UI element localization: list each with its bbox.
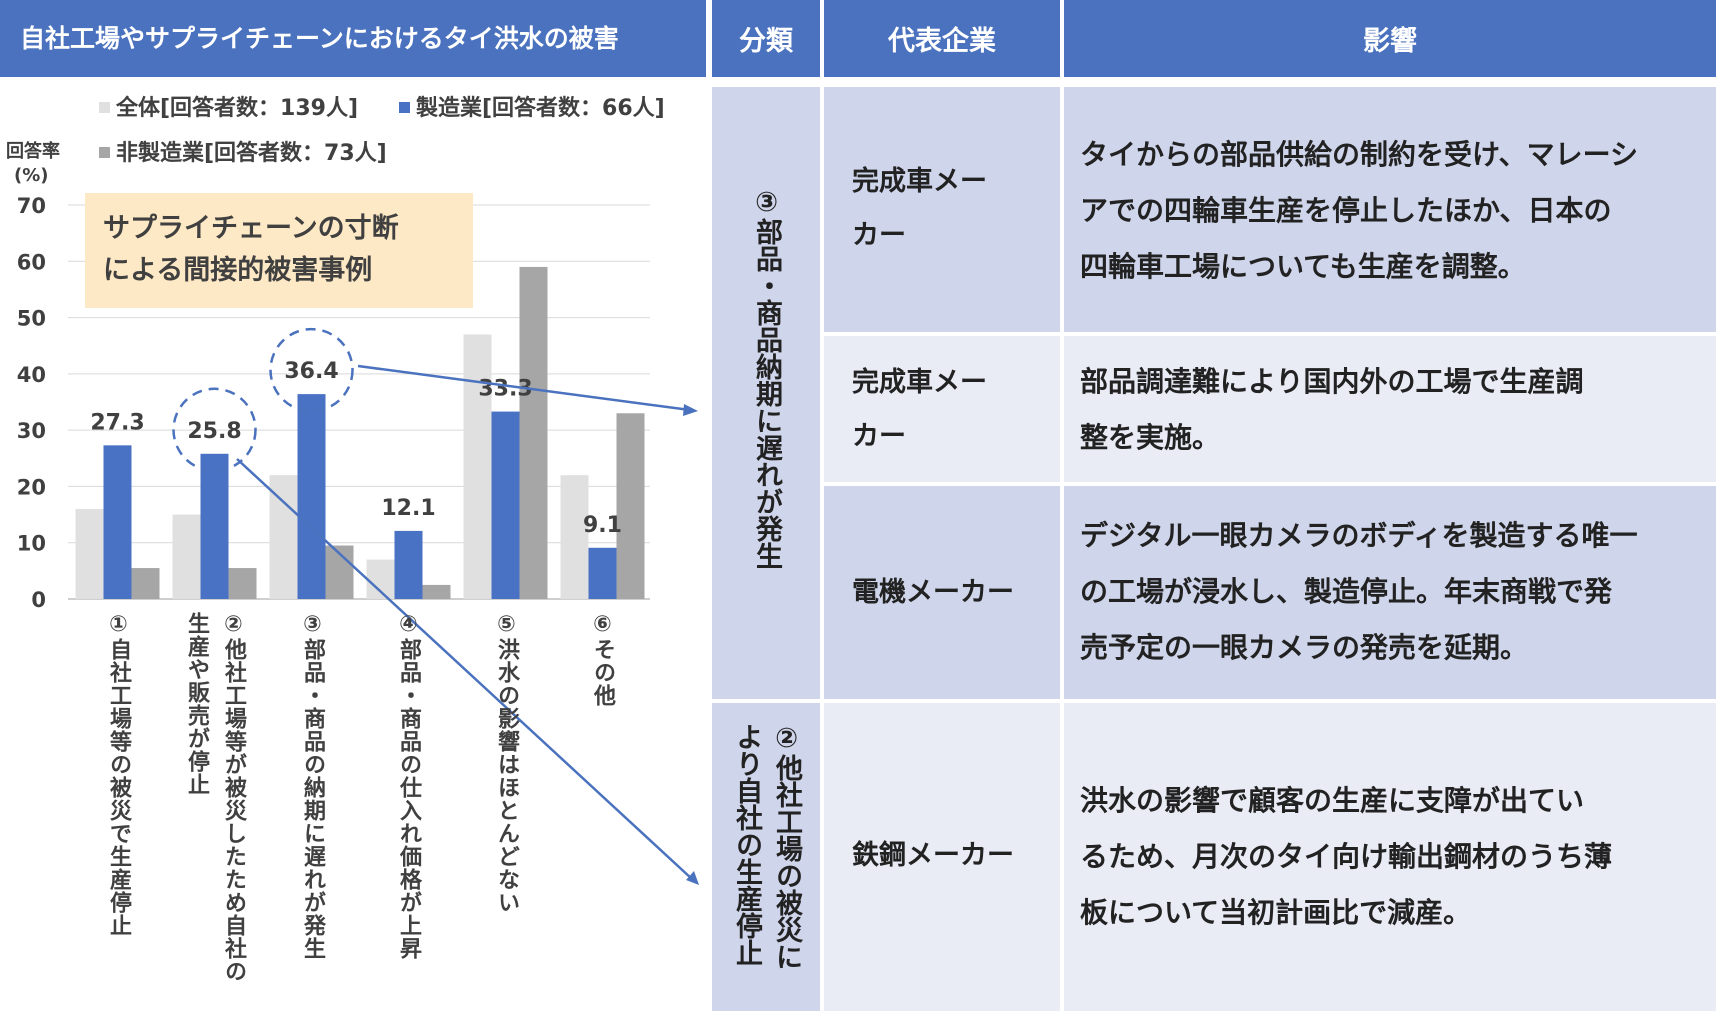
bar-s2-c5 (491, 411, 520, 599)
bar-s3-c1 (131, 568, 160, 599)
row1-company-l2: カー (852, 220, 906, 251)
row2-impact: 部品調達難により国内外の工場で生産調 整を実施。 (1064, 336, 1716, 482)
highlight-circle-2 (269, 327, 354, 413)
annotation-arrows (236, 364, 699, 885)
y-tick-60: 60 (17, 250, 46, 274)
y-tick-50: 50 (17, 307, 46, 331)
data-label-6: 9.1 (583, 513, 622, 538)
row2-company-l2: カー (852, 421, 906, 452)
row4-impact-l1: 洪水の影響で顧客の生産に支障が出てい (1080, 784, 1585, 817)
legend-swatch-all (99, 102, 110, 113)
row2-impact-l2: 整を実施。 (1080, 421, 1221, 454)
bar-s2-c6 (588, 547, 617, 599)
x-label-4: ④部品・商品の仕入れ価格が上昇 (396, 612, 421, 960)
legend-swatch-non-manufacturing (99, 147, 110, 158)
legend-swatch-manufacturing (399, 102, 410, 113)
impact-table: 分類 代表企業 影響 ③部品・商品納期に遅れが発生 ②他社工場の被災に より自社… (712, 0, 1716, 1011)
category-group2-label-a: ②他社工場の被災に (771, 723, 802, 970)
chart-title: 自社工場やサプライチェーンにおけるタイ洪水の被害 (0, 0, 706, 77)
row1-company: 完成車メー カー (824, 87, 1060, 332)
x-label-6: ⑥その他 (590, 612, 615, 707)
row1-company-l1: 完成車メー (852, 166, 987, 197)
header-company: 代表企業 (824, 0, 1060, 77)
bar-s1-c2 (172, 514, 201, 599)
row3-impact: デジタル一眼カメラのボディを製造する唯一 の工場が浸水し、製造停止。年末商戦で発… (1064, 486, 1716, 699)
header-category: 分類 (712, 0, 820, 77)
row3-impact-l2: の工場が浸水し、製造停止。年末商戦で発 (1080, 575, 1613, 608)
bar-s1-c5 (463, 334, 492, 599)
category-group2: ②他社工場の被災に より自社の生産停止 (712, 703, 820, 1011)
data-label-2: 25.8 (187, 419, 241, 444)
x-label-5: ⑤洪水の影響はほとんどない (494, 612, 519, 914)
row1-impact-l3: 四輪車工場についても生産を調整。 (1080, 250, 1526, 283)
row4-company-l1: 鉄鋼メーカー (852, 840, 1014, 871)
x-label-2a: ②他社工場等が被災したため自社の (221, 612, 246, 983)
y-axis-label: 回答率 (6, 140, 60, 162)
row2-company-l1: 完成車メー (852, 367, 987, 398)
y-tick-10: 10 (17, 532, 46, 556)
bar-s1-c3 (269, 475, 298, 599)
y-tick-0: 0 (31, 588, 46, 612)
x-label-3: ③部品・商品の納期に遅れが発生 (300, 612, 325, 960)
row4-impact-l3: 板について当初計画比で減産。 (1080, 896, 1472, 929)
data-label-4: 12.1 (381, 496, 435, 521)
row4-impact-l2: るため、月次のタイ向け輸出鋼材のうち薄 (1080, 840, 1613, 873)
row3-company: 電機メーカー (824, 486, 1060, 699)
arrow-to-group1 (357, 364, 691, 412)
legend-label-non-manufacturing: 非製造業[回答者数：73人] (116, 140, 387, 166)
bar-s3-c6 (616, 413, 645, 599)
row1-impact-l1: タイからの部品供給の制約を受け、マレーシ (1080, 138, 1639, 171)
y-tick-70: 70 (17, 194, 46, 218)
row4-company: 鉄鋼メーカー (824, 703, 1060, 1011)
row3-impact-l3: 売予定の一眼カメラの発売を延期。 (1080, 631, 1529, 664)
bar-s3-c2 (228, 568, 257, 599)
callout-line1: サプライチェーンの寸断 (103, 213, 399, 244)
legend-label-all: 全体[回答者数：139人] (115, 95, 358, 121)
category-group1-label: ③部品・商品納期に遅れが発生 (751, 187, 782, 569)
legend-label-manufacturing: 製造業[回答者数：66人] (415, 95, 665, 121)
supply-chain-callout: サプライチェーンの寸断 による間接的被害事例 (85, 193, 473, 308)
data-label-3: 36.4 (284, 359, 338, 384)
y-tick-30: 30 (17, 419, 46, 443)
row2-impact-l1: 部品調達難により国内外の工場で生産調 (1080, 365, 1584, 398)
arrow-to-group2 (236, 458, 693, 880)
data-label-1: 27.3 (90, 410, 144, 435)
row1-impact: タイからの部品供給の制約を受け、マレーシ アでの四輪車生産を停止したほか、日本の… (1064, 87, 1716, 332)
highlight-circle-1 (172, 387, 257, 473)
bar-s3-c4 (422, 584, 451, 599)
x-label-2b: 生産や販売が停止 (184, 612, 209, 796)
arrow-head-group2 (686, 871, 699, 885)
row1-impact-l2: アでの四輪車生産を停止したほか、日本の (1080, 194, 1612, 227)
category-group2-label-b: より自社の生産停止 (731, 723, 762, 966)
y-tick-20: 20 (17, 475, 46, 499)
bar-s2-c4 (394, 530, 423, 599)
bar-s2-c2 (200, 453, 229, 599)
bar-s2-c1 (103, 445, 132, 599)
bar-chart: 全体[回答者数：139人] 製造業[回答者数：66人] 非製造業[回答者数：73… (6, 95, 699, 885)
bar-s1-c1 (75, 508, 104, 599)
x-label-1: ①自社工場等の被災で生産停止 (106, 612, 131, 937)
row2-company: 完成車メー カー (824, 336, 1060, 482)
y-axis-unit: (%) (14, 165, 49, 186)
legend: 全体[回答者数：139人] 製造業[回答者数：66人] 非製造業[回答者数：73… (99, 95, 665, 166)
row3-company-l1: 電機メーカー (852, 577, 1014, 608)
row3-impact-l1: デジタル一眼カメラのボディを製造する唯一 (1080, 519, 1638, 552)
header-impact: 影響 (1064, 0, 1716, 77)
row4-impact: 洪水の影響で顧客の生産に支障が出てい るため、月次のタイ向け輸出鋼材のうち薄 板… (1064, 703, 1716, 1011)
bar-s1-c6 (560, 475, 589, 599)
y-tick-40: 40 (17, 363, 46, 387)
bar-s3-c5 (519, 266, 548, 599)
bar-s2-c3 (297, 394, 326, 599)
callout-line2: による間接的被害事例 (103, 255, 373, 286)
category-group1: ③部品・商品納期に遅れが発生 (712, 87, 820, 699)
arrow-head-group1 (683, 404, 698, 416)
